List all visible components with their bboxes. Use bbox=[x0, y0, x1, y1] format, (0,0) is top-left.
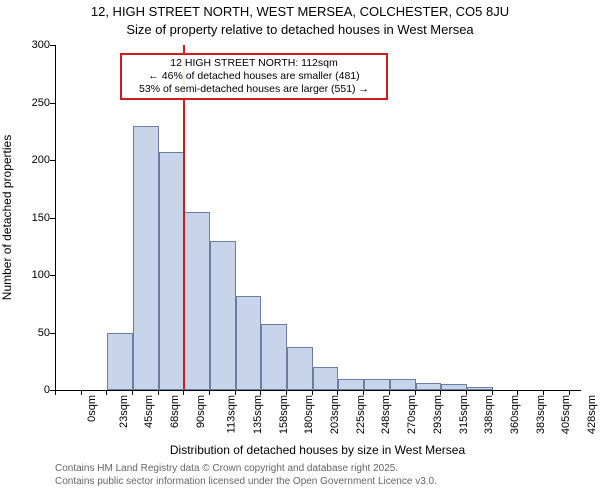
x-tick-label: 203sqm bbox=[329, 395, 341, 434]
annotation-line1: 12 HIGH STREET NORTH: 112sqm bbox=[128, 57, 380, 70]
y-tick-mark bbox=[50, 160, 55, 161]
x-tick-label: 428sqm bbox=[586, 395, 598, 434]
x-tick-mark bbox=[312, 390, 313, 395]
x-tick-mark bbox=[235, 390, 236, 395]
annotation-box: 12 HIGH STREET NORTH: 112sqm ← 46% of de… bbox=[120, 53, 388, 100]
x-tick-mark bbox=[81, 390, 82, 395]
x-tick-mark bbox=[492, 390, 493, 395]
x-tick-mark bbox=[363, 390, 364, 395]
x-tick-mark bbox=[286, 390, 287, 395]
x-tick-mark bbox=[260, 390, 261, 395]
histogram-bar bbox=[390, 379, 416, 391]
y-tick-label: 150 bbox=[10, 212, 50, 224]
histogram-bar bbox=[364, 379, 390, 391]
x-tick-mark bbox=[106, 390, 107, 395]
x-tick-label: 0sqm bbox=[86, 395, 98, 422]
x-tick-label: 113sqm bbox=[226, 395, 238, 433]
x-tick-mark bbox=[132, 390, 133, 395]
x-tick-label: 293sqm bbox=[432, 395, 444, 434]
histogram-bar bbox=[338, 379, 364, 391]
x-tick-mark bbox=[569, 390, 570, 395]
annotation-line3: 53% of semi-detached houses are larger (… bbox=[128, 83, 380, 96]
attribution-line2: Contains public sector information licen… bbox=[55, 475, 580, 488]
x-tick-mark bbox=[337, 390, 338, 395]
x-tick-label: 315sqm bbox=[458, 395, 470, 434]
histogram-bar bbox=[184, 212, 210, 390]
x-tick-label: 360sqm bbox=[509, 395, 521, 434]
y-tick-label: 250 bbox=[10, 97, 50, 109]
attribution: Contains HM Land Registry data © Crown c… bbox=[55, 462, 580, 488]
histogram-bar bbox=[416, 383, 442, 390]
histogram-bar bbox=[287, 347, 313, 390]
y-tick-mark bbox=[50, 45, 55, 46]
x-tick-label: 180sqm bbox=[304, 395, 316, 434]
attribution-line1: Contains HM Land Registry data © Crown c… bbox=[55, 462, 580, 475]
x-tick-label: 23sqm bbox=[118, 395, 130, 428]
y-tick-mark bbox=[50, 218, 55, 219]
x-axis-label: Distribution of detached houses by size … bbox=[55, 443, 580, 457]
chart-title-line2: Size of property relative to detached ho… bbox=[0, 22, 600, 37]
x-tick-label: 225sqm bbox=[355, 395, 367, 434]
y-tick-mark bbox=[50, 333, 55, 334]
x-tick-mark bbox=[389, 390, 390, 395]
x-tick-label: 158sqm bbox=[278, 395, 290, 434]
y-tick-mark bbox=[50, 103, 55, 104]
x-tick-label: 338sqm bbox=[483, 395, 495, 434]
x-tick-mark bbox=[55, 390, 56, 395]
x-tick-label: 90sqm bbox=[195, 395, 207, 428]
histogram-bar bbox=[441, 384, 467, 390]
chart-container: 12, HIGH STREET NORTH, WEST MERSEA, COLC… bbox=[0, 0, 600, 500]
histogram-bar bbox=[210, 241, 236, 391]
chart-title-line1: 12, HIGH STREET NORTH, WEST MERSEA, COLC… bbox=[0, 4, 600, 19]
x-tick-label: 248sqm bbox=[381, 395, 393, 434]
x-tick-label: 405sqm bbox=[560, 395, 572, 434]
histogram-bar bbox=[261, 324, 287, 390]
x-tick-mark bbox=[183, 390, 184, 395]
x-tick-mark bbox=[415, 390, 416, 395]
x-tick-mark bbox=[466, 390, 467, 395]
histogram-bar bbox=[467, 387, 493, 390]
x-tick-mark bbox=[158, 390, 159, 395]
x-tick-label: 135sqm bbox=[252, 395, 264, 434]
y-tick-label: 0 bbox=[10, 384, 50, 396]
y-tick-label: 100 bbox=[10, 269, 50, 281]
y-tick-label: 50 bbox=[10, 327, 50, 339]
y-tick-mark bbox=[50, 275, 55, 276]
x-tick-label: 68sqm bbox=[169, 395, 181, 428]
x-tick-label: 45sqm bbox=[143, 395, 155, 428]
y-tick-label: 200 bbox=[10, 154, 50, 166]
x-tick-mark bbox=[517, 390, 518, 395]
x-tick-mark bbox=[209, 390, 210, 395]
histogram-bar bbox=[159, 152, 185, 390]
histogram-bar bbox=[236, 296, 262, 390]
x-tick-label: 383sqm bbox=[535, 395, 547, 434]
y-tick-label: 300 bbox=[10, 39, 50, 51]
x-tick-mark bbox=[543, 390, 544, 395]
x-tick-label: 270sqm bbox=[406, 395, 418, 434]
histogram-bar bbox=[313, 367, 339, 390]
annotation-line2: ← 46% of detached houses are smaller (48… bbox=[128, 70, 380, 83]
histogram-bar bbox=[133, 126, 159, 391]
x-tick-mark bbox=[440, 390, 441, 395]
histogram-bar bbox=[107, 333, 133, 391]
